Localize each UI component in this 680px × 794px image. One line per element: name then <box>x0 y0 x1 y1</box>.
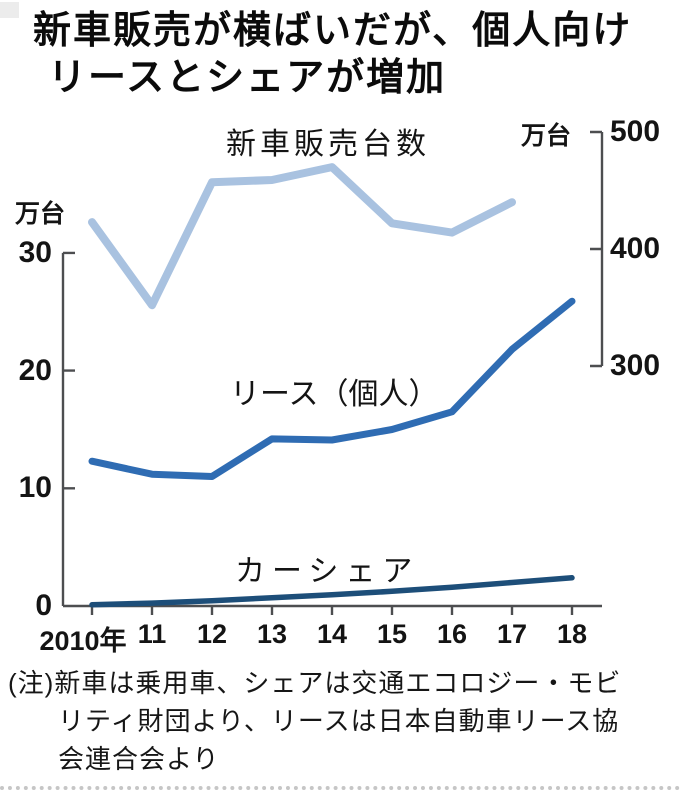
note-line-2: リティ財団より、リースは日本自動車リース協 <box>58 706 620 736</box>
note-line-1: (注)新車は乗用車、シェアは交通エコロジー・モビ <box>8 668 622 698</box>
bottom-dotted-divider <box>0 786 680 790</box>
series-line-1 <box>88 297 576 480</box>
series-line-0 <box>88 163 516 310</box>
note-line-3: 会連合会より <box>58 744 220 774</box>
x-axis-tick-label: 17 <box>496 619 528 649</box>
decorative-gray-square <box>0 2 19 18</box>
series-label-car-share: カーシェア <box>235 555 420 588</box>
x-axis-tick-label: 2010年 <box>39 626 127 656</box>
left-axis-tick-label: 10 <box>18 471 52 505</box>
x-axis-tick-label: 13 <box>256 619 288 649</box>
right-axis-tick-label: 300 <box>610 349 661 382</box>
x-axis-tick-label: 12 <box>196 619 228 649</box>
page-title-line2: リースとシェアが増加 <box>48 57 447 99</box>
x-axis-tick-label: 14 <box>316 619 348 649</box>
series-label-lease-personal: リース（個人） <box>230 378 439 411</box>
left-axis-unit-label: 万台 <box>15 200 66 228</box>
page-title-line1: 新車販売が横ばいだが、個人向け <box>33 10 633 52</box>
right-axis-tick-label: 500 <box>610 115 661 148</box>
chart-axes <box>61 130 604 615</box>
x-axis-tick-label: 11 <box>137 619 167 649</box>
series-label-new-car-sales: 新車販売台数 <box>226 128 430 161</box>
left-axis-tick-label: 30 <box>18 235 52 269</box>
right-axis-unit-label: 万台 <box>521 122 572 150</box>
x-axis-tick-label: 15 <box>376 619 408 649</box>
page-title: 新車販売が横ばいだが、個人向け リースとシェアが増加 <box>33 8 632 102</box>
x-axis-tick-label: 16 <box>436 619 468 649</box>
left-axis-tick-label: 0 <box>35 589 52 622</box>
series-line-2 <box>89 575 575 608</box>
x-axis-tick-label: 18 <box>556 619 588 649</box>
left-axis-tick-label: 20 <box>18 353 52 387</box>
right-axis-tick-label: 400 <box>610 232 661 265</box>
source-note: (注)新車は乗用車、シェアは交通エコロジー・モビ リティ財団より、リースは日本自… <box>8 664 621 778</box>
